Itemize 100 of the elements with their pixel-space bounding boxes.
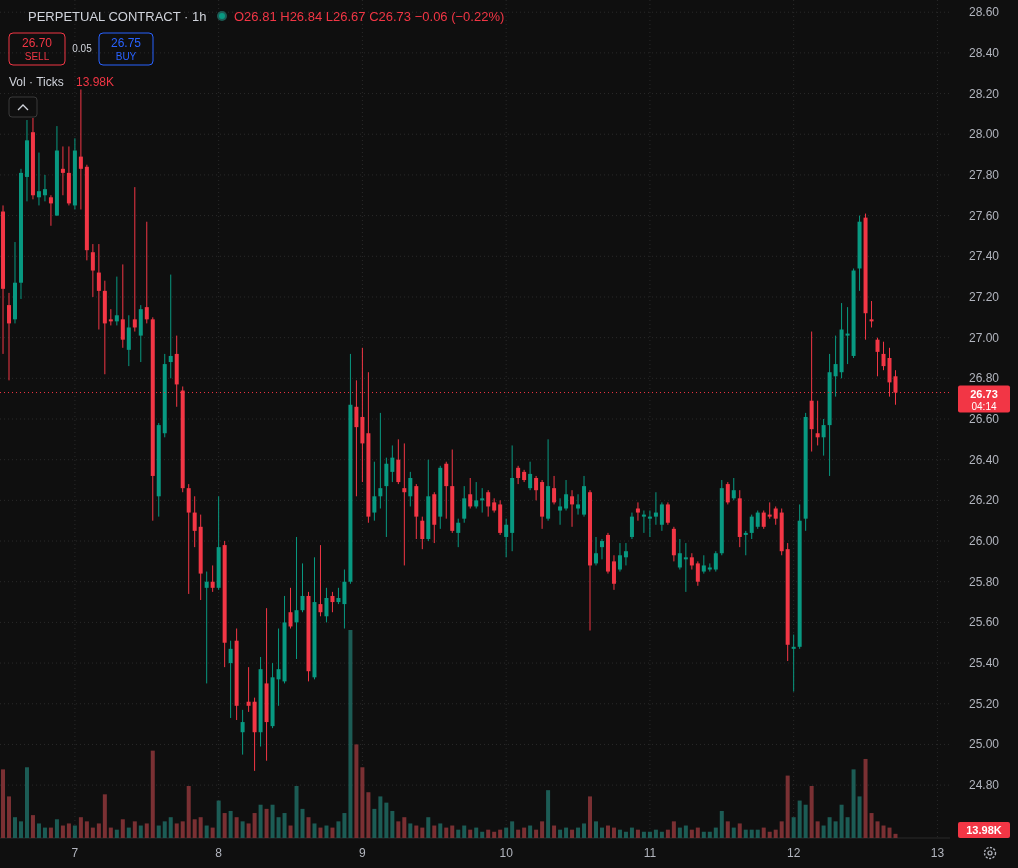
bar <box>755 829 760 838</box>
x-tick-label: 13 <box>930 846 945 860</box>
candlestick <box>845 306 850 365</box>
bar <box>869 813 874 838</box>
bar <box>66 823 71 838</box>
candlestick <box>761 510 766 530</box>
bar <box>677 827 682 838</box>
bar <box>192 819 197 838</box>
candlestick <box>210 564 215 593</box>
text: 13.98K <box>966 824 1002 836</box>
candlestick <box>402 442 407 566</box>
candlestick <box>647 510 652 538</box>
bar <box>540 821 545 838</box>
bar <box>180 821 185 838</box>
bar <box>504 827 509 838</box>
bar <box>132 821 137 838</box>
bar <box>252 813 257 838</box>
bar <box>695 827 700 838</box>
bar <box>12 817 17 838</box>
text: 04:14 <box>971 400 997 412</box>
candlestick <box>534 475 539 501</box>
bar <box>767 831 772 838</box>
bar <box>354 744 359 838</box>
candlestick <box>725 481 730 505</box>
bar <box>186 786 191 838</box>
candlestick <box>204 571 209 684</box>
bar <box>312 823 317 838</box>
x-tick-label: 7 <box>71 846 79 860</box>
x-tick-label: 11 <box>643 846 657 860</box>
candlestick <box>833 335 838 398</box>
candlestick <box>192 495 197 548</box>
candlestick <box>132 186 137 333</box>
y-tick-label: 27.00 <box>968 330 1000 345</box>
bar <box>360 767 365 838</box>
bar <box>737 823 742 838</box>
y-tick-label: 26.00 <box>968 534 1000 549</box>
candlestick <box>611 554 616 591</box>
bar <box>641 831 646 838</box>
bar <box>246 823 251 838</box>
candlestick <box>713 550 718 573</box>
bar <box>480 831 485 838</box>
candlestick <box>342 569 347 629</box>
candlestick <box>396 438 401 485</box>
candlestick <box>444 461 449 520</box>
candlestick <box>468 477 473 509</box>
bar <box>773 829 778 838</box>
candlestick <box>90 243 95 298</box>
candlestick <box>168 274 173 379</box>
bar <box>264 808 269 838</box>
y-tick-label: 28.60 <box>968 5 1000 20</box>
bar <box>282 813 287 838</box>
text: PERPETUAL CONTRACT · 1h <box>28 9 207 24</box>
y-tick-label: 25.00 <box>968 737 1000 752</box>
bar <box>444 827 449 838</box>
y-tick-label: 28.00 <box>968 127 1000 142</box>
bar <box>60 825 65 838</box>
y-tick-label: 27.20 <box>968 289 1000 304</box>
candlestick <box>42 174 47 202</box>
candlestick <box>390 444 395 483</box>
y-tick-label: 27.80 <box>968 167 1000 182</box>
candlestick <box>600 538 604 560</box>
bar <box>839 804 844 838</box>
bar <box>659 831 664 838</box>
bar <box>510 821 515 838</box>
bar <box>324 825 329 838</box>
candlestick <box>623 542 628 566</box>
bar <box>474 827 479 838</box>
candlestick <box>755 510 760 530</box>
candlestick <box>60 145 65 196</box>
bar <box>528 825 533 838</box>
candlestick <box>683 542 688 593</box>
bar <box>845 817 850 838</box>
annotation: 0.05 <box>72 43 93 54</box>
candlestick <box>228 640 233 719</box>
bar <box>713 827 718 838</box>
bar <box>617 829 622 838</box>
candlestick <box>743 530 748 556</box>
bar <box>809 786 814 838</box>
bar <box>600 827 604 838</box>
candlestick <box>144 221 149 324</box>
y-tick-label: 28.40 <box>968 45 1000 60</box>
x-tick-label: 10 <box>499 846 514 860</box>
candlestick <box>570 489 575 528</box>
x-tick-label: 9 <box>359 846 367 860</box>
bar <box>558 829 563 838</box>
ref-line-label: 26.73 <box>970 387 998 400</box>
bar <box>126 827 131 838</box>
candlestick <box>653 491 658 526</box>
candlestick <box>665 501 670 526</box>
bar <box>48 827 53 838</box>
bar <box>84 821 89 838</box>
bar <box>7 796 12 838</box>
bar <box>498 829 503 838</box>
y-tick-label: 26.80 <box>968 371 1000 386</box>
candlestick <box>617 542 622 573</box>
bar <box>725 821 730 838</box>
y-tick-label: 26.20 <box>968 493 1000 508</box>
bar <box>258 804 263 838</box>
bar <box>552 825 557 838</box>
candlestick <box>288 587 293 629</box>
